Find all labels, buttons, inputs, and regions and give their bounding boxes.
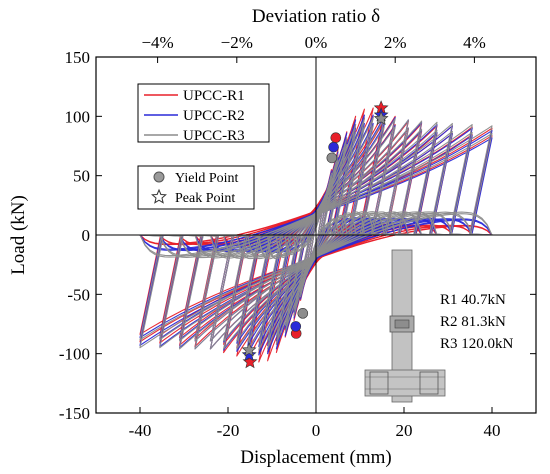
x-tick-label: 20 <box>396 421 413 440</box>
yield-point-marker <box>328 141 339 153</box>
axial-load-r1: R1 40.7kN <box>440 292 506 308</box>
y-tick-label: 0 <box>82 226 91 245</box>
yield-point-icon <box>153 171 165 183</box>
y-tick-label: -50 <box>67 285 90 304</box>
top-tick-label: 0% <box>305 33 328 52</box>
axis-ticks: -150 -100 -50 0 50 100 150 -40 -20 0 20 40 −4% −2% 0% 2… <box>59 33 536 440</box>
peak-point-marker <box>373 110 389 126</box>
column-joint-core <box>394 319 410 329</box>
marker-points <box>241 100 389 369</box>
x-tick-label: 40 <box>484 421 501 440</box>
top-axis-title: Deviation ratio δ <box>252 6 380 27</box>
legend-label-r1: UPCC-R1 <box>183 88 245 104</box>
yield-point-marker <box>297 308 309 319</box>
legend-label-r2: UPCC-R2 <box>183 108 245 124</box>
left-end-plate <box>369 371 389 395</box>
axial-load-r3: R3 120.0kN <box>440 336 514 352</box>
yield-point-marker <box>330 132 342 143</box>
top-tick-label: 2% <box>384 33 407 52</box>
y-tick-label: -150 <box>59 404 90 423</box>
axial-load-r2: R2 81.3kN <box>440 314 506 330</box>
x-tick-label: -20 <box>217 421 240 440</box>
y-tick-label: 100 <box>65 107 91 126</box>
x-tick-label: -40 <box>129 421 152 440</box>
specimen-sketch: R1 40.7kN R2 81.3kN R3 120.0kN <box>364 249 514 403</box>
x-axis-title: Displacement (mm) <box>240 447 391 468</box>
peak-point-marker <box>241 347 257 362</box>
yield-point-marker <box>290 321 302 332</box>
top-tick-label: 4% <box>463 33 486 52</box>
yield-point-label: Yield Point <box>175 171 239 186</box>
foundation-beam <box>364 369 446 397</box>
y-tick-label: 150 <box>65 48 91 67</box>
yield-point-marker <box>326 152 338 164</box>
top-tick-label: −2% <box>221 33 253 52</box>
marker-legend: Yield Point Peak Point <box>137 165 255 210</box>
top-tick-label: −4% <box>141 33 173 52</box>
y-tick-label: 50 <box>73 167 90 186</box>
right-end-plate <box>419 371 439 395</box>
peak-point-label: Peak Point <box>175 191 235 206</box>
x-tick-label: 0 <box>312 421 321 440</box>
series-legend: UPCC-R1 UPCC-R2 UPCC-R3 <box>137 83 270 144</box>
peak-point-marker <box>241 342 257 357</box>
peak-point-icon <box>151 188 167 204</box>
y-tick-label: -100 <box>59 345 90 364</box>
y-axis-title: Load (kN) <box>8 195 29 275</box>
legend-label-r3: UPCC-R3 <box>183 128 245 144</box>
series-legend-box <box>137 83 270 143</box>
